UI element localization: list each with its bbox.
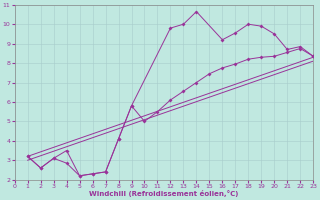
X-axis label: Windchill (Refroidissement éolien,°C): Windchill (Refroidissement éolien,°C) <box>89 190 239 197</box>
